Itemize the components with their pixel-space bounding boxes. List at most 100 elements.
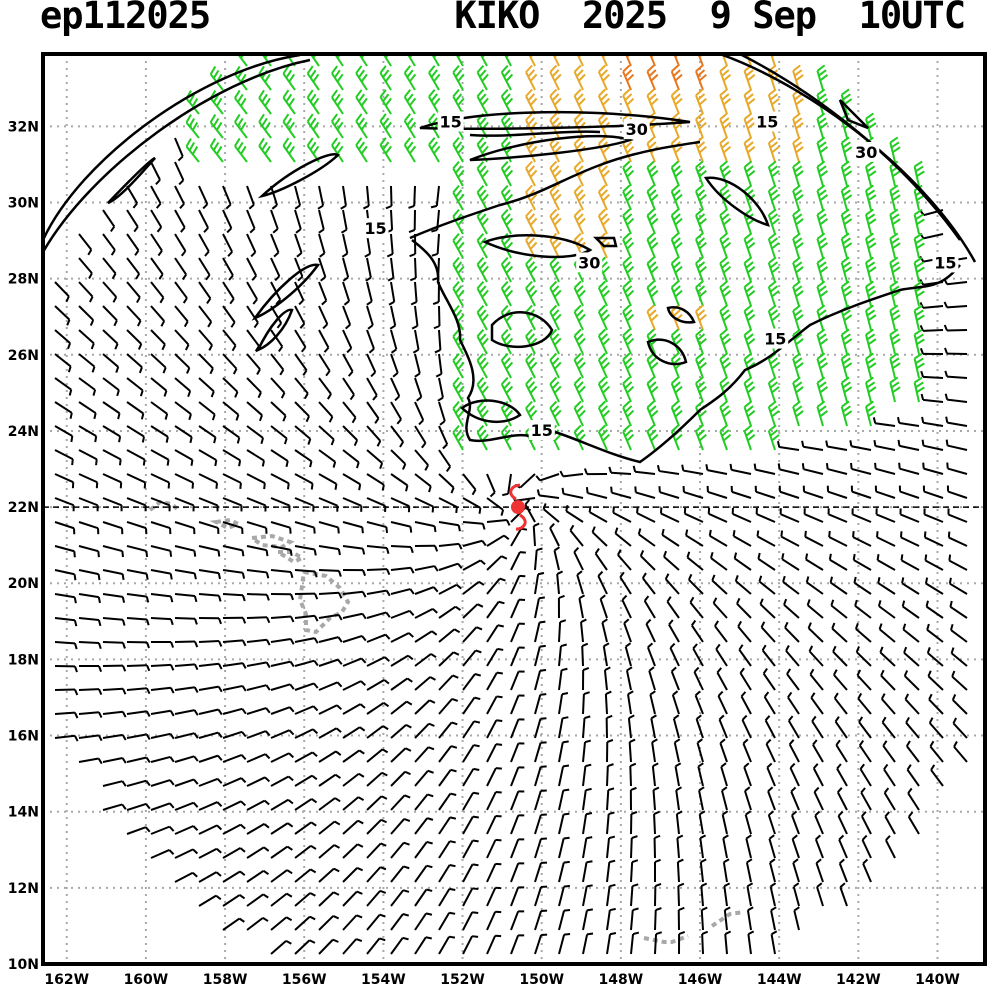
wind-barb bbox=[865, 112, 877, 139]
wind-barb bbox=[270, 869, 293, 883]
wind-barb bbox=[510, 718, 525, 739]
wind-barb bbox=[102, 305, 118, 327]
wind-barb bbox=[573, 208, 586, 235]
wind-barb bbox=[558, 788, 570, 811]
wind-barb bbox=[739, 667, 752, 691]
wind-barb bbox=[510, 814, 525, 835]
wind-barb bbox=[379, 65, 392, 91]
wind-barb bbox=[414, 746, 435, 763]
wind-barb bbox=[294, 569, 318, 578]
wind-barb bbox=[318, 938, 339, 955]
wind-barb bbox=[597, 280, 611, 307]
wind-barb bbox=[884, 811, 896, 835]
wind-barb bbox=[486, 767, 502, 787]
wind-barb bbox=[924, 577, 944, 595]
wind-barb bbox=[652, 786, 660, 811]
wind-barb bbox=[759, 598, 776, 619]
wind-barb bbox=[674, 762, 682, 787]
wind-barb bbox=[54, 401, 73, 419]
wind-barb bbox=[318, 305, 329, 330]
wind-barb bbox=[102, 545, 124, 558]
wind-barb bbox=[222, 377, 239, 398]
wind-barb bbox=[246, 281, 258, 305]
wind-barb bbox=[270, 593, 294, 601]
wind-barb bbox=[318, 209, 325, 234]
wind-barb bbox=[438, 583, 462, 595]
wind-barb bbox=[606, 859, 616, 883]
wind-barb bbox=[126, 257, 141, 280]
wind-barb bbox=[126, 641, 150, 649]
wind-barb bbox=[952, 717, 968, 739]
wind-barb bbox=[534, 861, 548, 883]
wind-barb bbox=[743, 762, 752, 787]
wind-barb bbox=[366, 656, 390, 667]
wind-barb bbox=[486, 473, 496, 498]
wind-barb bbox=[695, 184, 707, 211]
wind-barb bbox=[558, 643, 567, 667]
wind-barb bbox=[102, 473, 123, 489]
wind-barb bbox=[816, 328, 829, 355]
wind-barb bbox=[834, 716, 848, 739]
wind-barb bbox=[928, 693, 944, 715]
wind-barb bbox=[905, 740, 920, 763]
wind-barb bbox=[722, 858, 730, 883]
wind-barb bbox=[694, 690, 704, 715]
lon-tick-label: 152W bbox=[440, 972, 485, 988]
longitude-labels: 162W 160W 158W 156W 154W 152W 150W 148W 146W 144W… bbox=[44, 972, 959, 988]
wind-barb bbox=[185, 114, 200, 139]
wind-barb bbox=[282, 89, 296, 115]
wind-barb bbox=[816, 208, 829, 235]
wind-barb bbox=[390, 889, 410, 907]
wind-barb bbox=[597, 64, 611, 91]
wind-barb bbox=[294, 892, 316, 907]
wind-barb bbox=[486, 934, 502, 955]
wind-barb bbox=[174, 473, 195, 489]
wind-barb bbox=[198, 871, 222, 883]
wind-barb bbox=[78, 497, 99, 512]
wind-barb bbox=[78, 329, 95, 350]
wind-barb bbox=[270, 939, 292, 955]
wind-barb bbox=[294, 521, 316, 534]
wind-barb bbox=[438, 425, 449, 450]
wind-barb bbox=[719, 232, 732, 259]
wind-barb bbox=[614, 527, 632, 547]
wind-barb bbox=[462, 863, 479, 883]
wind-barb bbox=[792, 882, 800, 907]
wind-barb bbox=[366, 449, 384, 470]
wind-barb bbox=[414, 676, 436, 691]
wind-barb bbox=[246, 377, 262, 399]
wind-barb bbox=[630, 931, 640, 955]
wind-barb bbox=[270, 257, 281, 282]
wind-barb bbox=[270, 683, 295, 691]
wind-barb bbox=[840, 400, 853, 427]
wind-barb bbox=[246, 684, 271, 691]
wind-barb bbox=[945, 439, 968, 451]
wind-barb bbox=[222, 545, 245, 557]
wind-barb bbox=[653, 810, 660, 835]
wind-barb bbox=[342, 890, 363, 907]
wind-barb bbox=[650, 714, 657, 739]
wind-barb bbox=[438, 792, 457, 811]
wind-barb bbox=[658, 486, 680, 499]
wind-barb bbox=[379, 137, 392, 163]
wind-barb bbox=[222, 684, 247, 692]
wind-barb bbox=[913, 328, 925, 355]
wind-barb bbox=[920, 370, 944, 379]
wind-barb bbox=[246, 730, 271, 739]
wind-barb bbox=[342, 914, 363, 931]
wind-barb bbox=[390, 913, 410, 931]
wind-barb bbox=[486, 600, 505, 619]
wind-barb bbox=[246, 401, 263, 422]
wind-barb bbox=[610, 486, 632, 499]
wind-barb bbox=[150, 329, 166, 351]
wind-barb bbox=[874, 462, 896, 475]
wind-barb bbox=[687, 573, 704, 595]
wind-barb bbox=[78, 617, 102, 627]
wind-barb bbox=[438, 473, 455, 494]
wind-barb bbox=[408, 209, 416, 233]
wind-barb bbox=[803, 508, 824, 523]
wind-barb bbox=[542, 503, 560, 523]
wind-barb bbox=[414, 377, 423, 402]
wind-barb bbox=[606, 811, 615, 835]
wind-barb bbox=[54, 734, 79, 742]
